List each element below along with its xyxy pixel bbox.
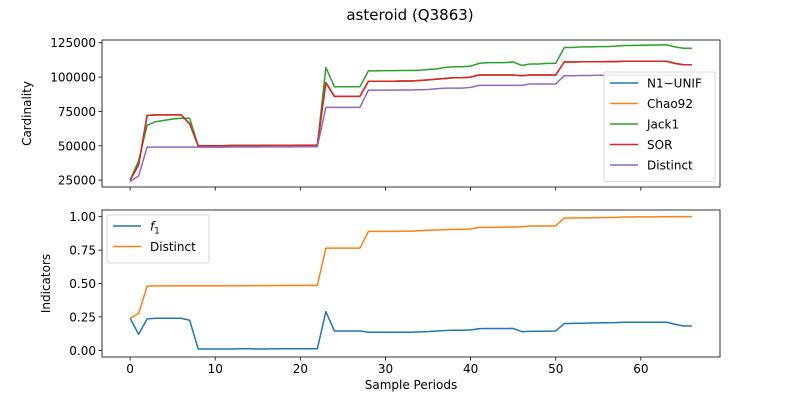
x-tick-label: 0 [126,362,134,376]
y-tick-label: 25000 [58,174,96,188]
legend-label-main: f [150,220,156,234]
legend-label: Distinct [150,240,196,254]
y-tick-label: 125000 [50,36,96,50]
y-tick-label: 0.25 [69,310,96,324]
y-tick-label: 0.00 [69,344,96,358]
series-line-distinct [129,215,692,319]
x-tick-label: 40 [463,362,478,376]
legend-label: f1 [150,220,160,237]
y-tick-label: 0.50 [69,277,96,291]
series-line-sor [129,60,692,181]
axes-frame [101,39,721,188]
y-tick-label: 50000 [58,139,96,153]
x-tick-label: 10 [208,362,223,376]
y-axis-label: Cardinality [20,81,34,146]
legend-label: N1−UNIF [647,77,702,91]
legend-label: Distinct [647,159,693,173]
legend: N1−UNIF Chao92 Jack1 SOR Distinct [603,71,716,182]
y-tick-label: 0.75 [69,244,96,258]
x-tick-label: 50 [548,362,563,376]
x-tick-label: 20 [293,362,308,376]
figure-title: asteroid (Q3863) [346,6,473,24]
legend-label: Chao92 [647,97,693,111]
legend-label-subscript: 1 [154,227,159,237]
legend-label: SOR [647,138,672,152]
indicators-panel: 0 10 20 30 40 50 60 0.00 0.25 0.50 0.75 1.00 Indicat… [39,209,721,392]
legend-box [603,71,716,182]
series-line-distinct [129,74,692,183]
legend-box [106,214,210,264]
y-axis-label: Indicators [39,254,53,313]
legend: f1 Distinct [106,214,210,264]
x-axis-label: Sample Periods [365,378,457,392]
legend-label: Jack1 [646,118,679,132]
cardinality-panel: 25000 50000 75000 100000 125000 Cardinality N1… [20,36,721,191]
y-tick-label: 100000 [50,71,96,85]
y-tick-label: 1.00 [69,210,96,224]
series-line-f1 [129,310,692,350]
x-tick-label: 30 [378,362,393,376]
y-tick-label: 75000 [58,105,96,119]
x-tick-label: 60 [633,362,648,376]
